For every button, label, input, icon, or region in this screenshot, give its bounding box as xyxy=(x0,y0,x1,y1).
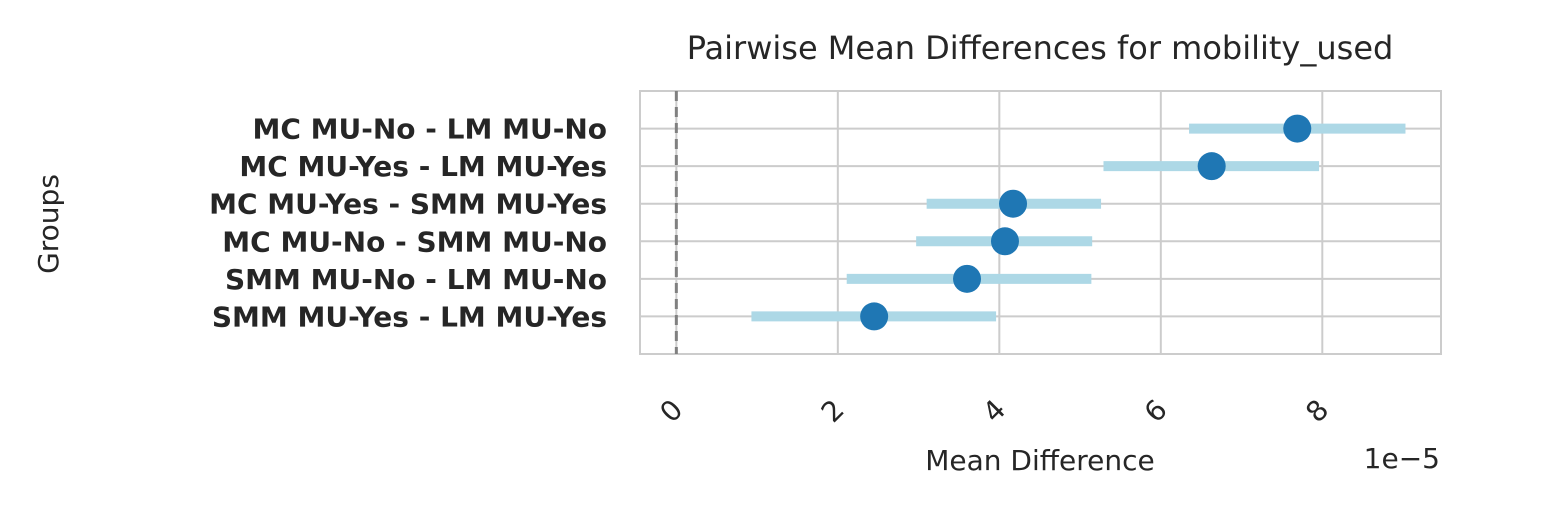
y-tick-label: MC MU-Yes - LM MU-Yes xyxy=(239,150,607,183)
x-axis-label: Mean Difference xyxy=(925,444,1155,477)
x-tick-label: 2 xyxy=(815,393,851,429)
mean-point xyxy=(990,227,1019,256)
chart-title: Pairwise Mean Differences for mobility_u… xyxy=(687,29,1394,67)
y-tick-label: MC MU-No - LM MU-No xyxy=(252,113,607,146)
x-tick-label: 6 xyxy=(1138,393,1174,429)
mean-point xyxy=(1197,152,1226,181)
x-tick-label: 4 xyxy=(976,393,1012,429)
y-tick-label: MC MU-Yes - SMM MU-Yes xyxy=(209,188,607,221)
y-tick-label: MC MU-No - SMM MU-No xyxy=(222,225,607,258)
y-tick-label: SMM MU-Yes - LM MU-Yes xyxy=(212,300,607,333)
y-axis-label: Groups xyxy=(32,174,65,274)
mean-point xyxy=(860,302,889,331)
plot-area xyxy=(639,90,1442,355)
x-offset-label: 1e−5 xyxy=(1364,442,1440,475)
mean-point xyxy=(1283,114,1312,143)
mean-point xyxy=(953,264,982,293)
mean-point xyxy=(999,189,1028,218)
y-tick-label: SMM MU-No - LM MU-No xyxy=(225,263,607,296)
x-tick-label: 8 xyxy=(1299,393,1335,429)
x-tick-label: 0 xyxy=(653,393,689,429)
